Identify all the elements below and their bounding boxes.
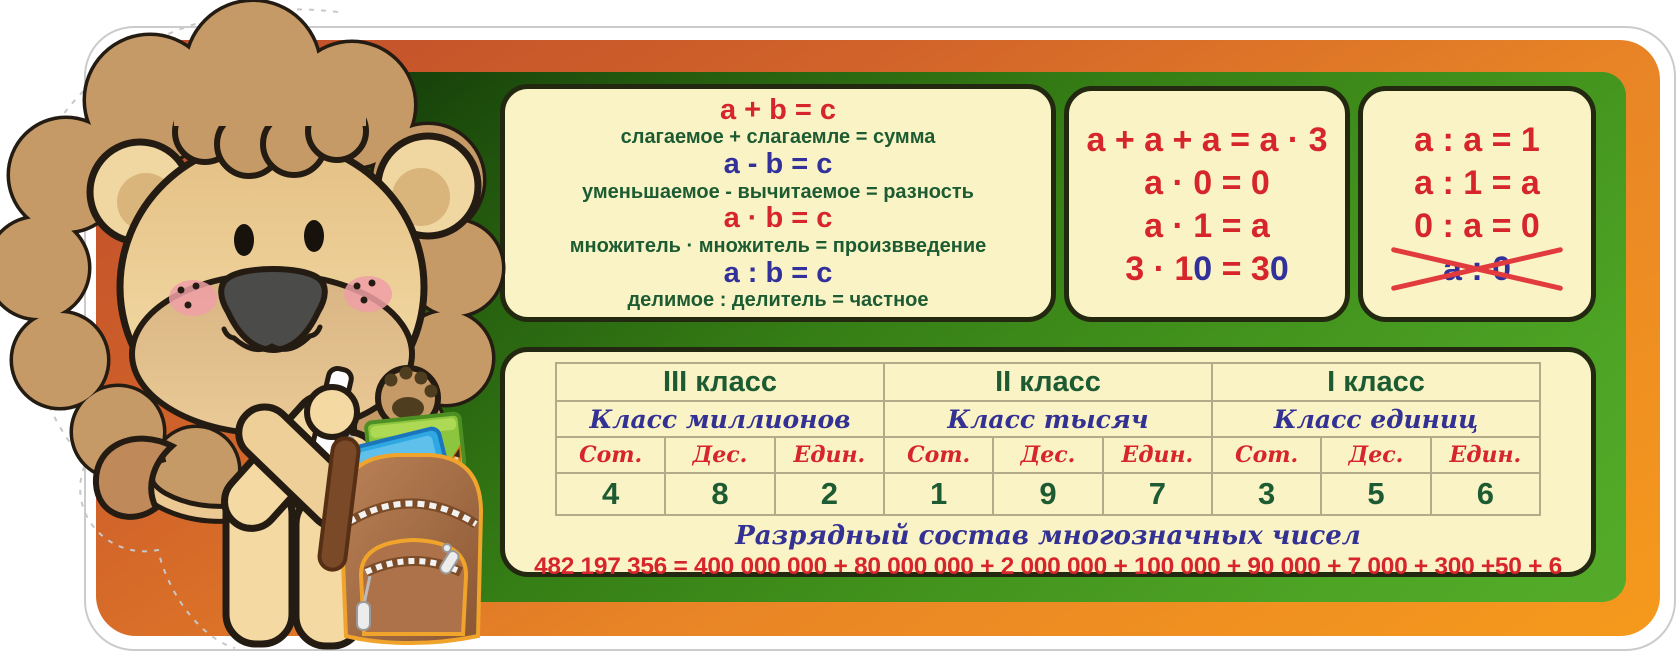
- panel-division-rules: a : a = 1 a : 1 = a 0 : a = 0 a : 0: [1358, 86, 1596, 322]
- formula-multiplication: a · b = c: [723, 202, 833, 235]
- digit-header: Сот.: [885, 438, 993, 472]
- label-multiplication: множитель · множитель = произвведение: [569, 234, 987, 257]
- digit-cell: 8: [666, 474, 774, 514]
- class-group-header: Класс миллионов: [557, 402, 883, 436]
- digit-cell: 1: [885, 474, 993, 514]
- digit-cell: 3: [1213, 474, 1321, 514]
- digit-cell: 9: [994, 474, 1102, 514]
- digit-header: Сот.: [557, 438, 665, 472]
- formula-division: a : b = c: [723, 256, 833, 289]
- class-header: I класс: [1213, 364, 1539, 400]
- digit-header: Един.: [1431, 438, 1539, 472]
- formula-subtraction: a - b = c: [723, 147, 833, 180]
- digit-header: Дес.: [666, 438, 774, 472]
- class-header: II класс: [885, 364, 1211, 400]
- rule-times-ten: 3 · 10 = 30: [1125, 249, 1289, 288]
- place-value-caption: Разрядный состав многозначных чисел: [735, 521, 1361, 551]
- digit-header: Дес.: [994, 438, 1102, 472]
- rule-div-by-zero-forbidden: a : 0: [1390, 246, 1564, 291]
- formula-addition: a + b = c: [719, 93, 837, 126]
- panel-place-value: III класс II класс I класс Класс миллион…: [500, 347, 1596, 580]
- label-division: делимое : делитель = частное: [627, 289, 929, 312]
- label-subtraction: уменьшаемое - вычитаемое = разность: [582, 180, 974, 203]
- class-header: III класс: [557, 364, 883, 400]
- place-value-table: III класс II класс I класс Класс миллион…: [555, 362, 1541, 516]
- rule-repeated-addition: a + a + a = a · 3: [1086, 120, 1328, 159]
- digit-header: Дес.: [1322, 438, 1430, 472]
- digit-cell: 7: [1103, 474, 1211, 514]
- digit-cell: 5: [1322, 474, 1430, 514]
- rule-times-zero: a · 0 = 0: [1144, 163, 1270, 202]
- digit-cell: 2: [775, 474, 883, 514]
- digit-header: Един.: [1103, 438, 1211, 472]
- digit-cell: 6: [1431, 474, 1539, 514]
- rule-div-self: a : a = 1: [1414, 120, 1540, 159]
- digit-header: Сот.: [1213, 438, 1321, 472]
- panel-operation-formulas: a + b = c слагаемое + слагаемле = сумма …: [500, 84, 1056, 322]
- decomposition-equation: 482 197 356 = 400 000 000 + 80 000 000 +…: [534, 553, 1562, 580]
- rule-div-one: a : 1 = a: [1414, 163, 1540, 202]
- class-group-header: Класс единиц: [1213, 402, 1539, 436]
- digit-cell: 4: [557, 474, 665, 514]
- panel-multiplication-rules: a + a + a = a · 3 a · 0 = 0 a · 1 = a 3 …: [1064, 86, 1350, 322]
- label-addition: слагаемое + слагаемле = сумма: [620, 126, 936, 149]
- rule-zero-div: 0 : a = 0: [1414, 206, 1540, 245]
- class-group-header: Класс тысяч: [885, 402, 1211, 436]
- digit-header: Един.: [775, 438, 883, 472]
- rule-times-one: a · 1 = a: [1144, 206, 1270, 245]
